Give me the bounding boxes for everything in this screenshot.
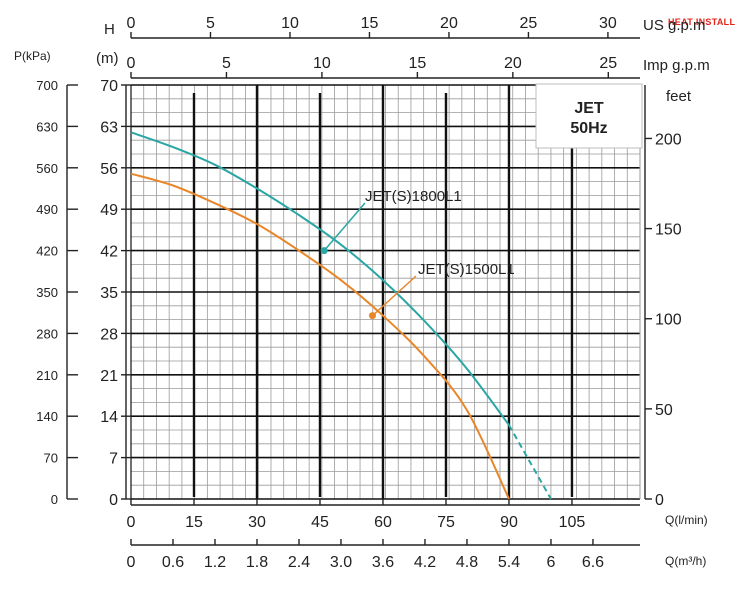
- feet-axis-title: feet: [666, 88, 692, 105]
- q-m3h-axis-tick-label: 3.6: [372, 554, 394, 571]
- q-lmin-axis-tick-label: 60: [374, 514, 392, 531]
- series-1800-dashed-extension: [508, 424, 552, 500]
- h-axis-tick-label: 28: [100, 326, 118, 343]
- us-gpm-axis-tick-label: 5: [206, 15, 215, 32]
- us-gpm-axis-title: US g.p.m: [643, 17, 706, 34]
- q-m3h-axis-tick-label: 0: [127, 554, 136, 571]
- feet-axis-tick-label: 200: [655, 131, 682, 148]
- imp-gpm-axis-tick-label: 10: [313, 55, 331, 72]
- us-gpm-axis-tick-label: 30: [599, 15, 617, 32]
- feet-axis-tick-label: 150: [655, 222, 682, 239]
- p-axis-tick-label: 70: [44, 451, 58, 466]
- h-axis-tick-label: 56: [100, 161, 118, 178]
- q-m3h-axis-tick-label: 6.6: [582, 554, 604, 571]
- p-axis-tick-label: 0: [51, 492, 58, 507]
- h-axis-title-1: H: [104, 21, 115, 38]
- series-1500-line: [130, 172, 510, 500]
- q-m3h-axis-tick-label: 2.4: [288, 554, 310, 571]
- h-axis-tick-label: 49: [100, 202, 118, 219]
- us-gpm-axis-tick-label: 0: [127, 15, 136, 32]
- chart-title-line2: 50Hz: [570, 120, 607, 137]
- series-label-1800: JET(S)1800L1: [365, 188, 462, 205]
- imp-gpm-axis-tick-label: 0: [127, 55, 136, 72]
- imp-gpm-axis-tick-label: 20: [504, 55, 522, 72]
- heat-install-logo: HEAT INSTALL: [668, 17, 736, 27]
- q-lmin-axis-tick-label: 30: [248, 514, 266, 531]
- feet-axis-tick-label: 50: [655, 402, 673, 419]
- q-lmin-axis-tick-label: 45: [311, 514, 329, 531]
- us-gpm-axis-tick-label: 15: [361, 15, 379, 32]
- series-1800-line: [130, 131, 510, 426]
- q-m3h-axis-tick-label: 1.8: [246, 554, 268, 571]
- p-axis-tick-label: 490: [36, 202, 58, 217]
- us-gpm-axis-tick-label: 25: [520, 15, 538, 32]
- us-gpm-axis-tick-label: 20: [440, 15, 458, 32]
- p-axis-tick-label: 280: [36, 326, 58, 341]
- p-axis-tick-label: 560: [36, 161, 58, 176]
- q-lmin-axis-tick-label: 90: [500, 514, 518, 531]
- p-axis-tick-label: 630: [36, 119, 58, 134]
- q-lmin-axis-tick-label: 0: [127, 514, 136, 531]
- h-axis-tick-label: 70: [100, 78, 118, 95]
- imp-gpm-axis-tick-label: 15: [408, 55, 426, 72]
- chart-curves: [130, 131, 552, 500]
- q-lmin-axis-tick-label: 75: [437, 514, 455, 531]
- q-m3h-axis-tick-label: 0.6: [162, 554, 184, 571]
- us-gpm-axis-tick-label: 10: [281, 15, 299, 32]
- series-1500-leader-line: [371, 275, 417, 317]
- imp-gpm-axis-tick-label: 25: [599, 55, 617, 72]
- chart-title-box: [535, 83, 643, 149]
- h-axis-tick-label: 42: [100, 244, 118, 261]
- p-axis-tick-label: 700: [36, 78, 58, 93]
- imp-gpm-axis-title: Imp g.p.m: [643, 57, 710, 74]
- q-m3h-axis-tick-label: 1.2: [204, 554, 226, 571]
- q-m3h-axis-tick-label: 5.4: [498, 554, 520, 571]
- series-label-1500: JET(S)1500L1: [418, 261, 515, 278]
- q-m3h-axis-tick-label: 3.0: [330, 554, 352, 571]
- h-axis-title-2: (m): [96, 50, 119, 67]
- chart-grid: [130, 84, 641, 500]
- feet-axis-tick-label: 0: [655, 492, 664, 509]
- q-m3h-axis-title: Q(m³/h): [665, 554, 706, 568]
- p-axis-tick-label: 210: [36, 368, 58, 383]
- h-axis-tick-label: 35: [100, 285, 118, 302]
- q-lmin-axis-title: Q(l/min): [665, 513, 708, 527]
- h-axis-tick-label: 0: [109, 492, 118, 509]
- h-axis-tick-label: 21: [100, 368, 118, 385]
- p-axis-tick-label: 350: [36, 285, 58, 300]
- p-axis-title: P(kPa): [14, 49, 51, 63]
- h-axis-tick-label: 7: [109, 451, 118, 468]
- h-axis-tick-label: 63: [100, 119, 118, 136]
- chart-axes: 0714212835424956637007014021028035042049…: [36, 15, 682, 571]
- series-1800-leader-line: [323, 202, 366, 252]
- q-m3h-axis-tick-label: 4.8: [456, 554, 478, 571]
- p-axis-tick-label: 140: [36, 409, 58, 424]
- chart-title-line1: JET: [574, 100, 604, 117]
- imp-gpm-axis-tick-label: 5: [222, 55, 231, 72]
- h-axis-tick-label: 14: [100, 409, 118, 426]
- q-m3h-axis-tick-label: 6: [547, 554, 556, 571]
- q-m3h-axis-tick-label: 4.2: [414, 554, 436, 571]
- q-lmin-axis-tick-label: 105: [559, 514, 586, 531]
- feet-axis-tick-label: 100: [655, 312, 682, 329]
- p-axis-tick-label: 420: [36, 244, 58, 259]
- q-lmin-axis-tick-label: 15: [185, 514, 203, 531]
